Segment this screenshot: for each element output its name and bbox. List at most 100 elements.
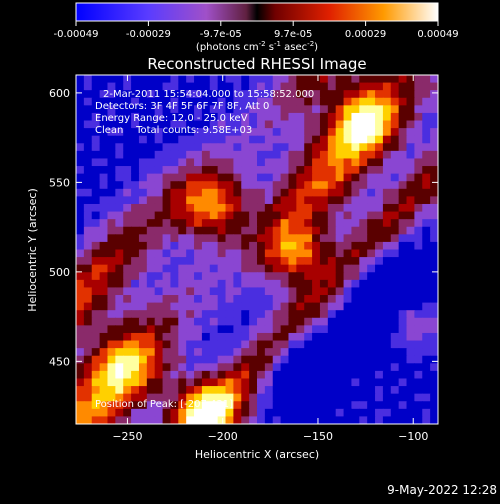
heatmap-cell: [194, 135, 203, 144]
heatmap-cell: [406, 203, 415, 213]
heatmap-cell: [343, 370, 353, 380]
heatmap-cell: [335, 234, 345, 243]
heatmap-cell: [209, 90, 219, 99]
heatmap-cell: [138, 219, 148, 228]
heatmap-cell: [359, 105, 368, 114]
heatmap-cell: [390, 370, 400, 380]
heatmap-cell: [288, 393, 297, 402]
heatmap-cell: [343, 408, 353, 418]
heatmap-cell: [422, 264, 431, 273]
heatmap-cell: [138, 332, 148, 342]
heatmap-cell: [162, 272, 172, 281]
heatmap-cell: [186, 75, 195, 84]
heatmap-cell: [233, 408, 242, 418]
heatmap-cell: [233, 105, 242, 114]
heatmap-cell: [422, 408, 431, 418]
heatmap-cell: [201, 188, 211, 197]
heatmap-cell: [264, 219, 274, 228]
colorbar-tick-label: -0.00029: [126, 29, 171, 40]
heatmap-cell: [398, 241, 408, 251]
heatmap-cell: [367, 295, 376, 304]
heatmap-cell: [390, 355, 400, 364]
heatmap-cell: [233, 82, 242, 91]
heatmap-cell: [194, 348, 203, 357]
heatmap-cell: [382, 241, 392, 251]
heatmap-cell: [170, 105, 179, 114]
heatmap-cell: [280, 143, 290, 152]
heatmap-cell: [154, 264, 164, 273]
heatmap-cell: [178, 287, 187, 296]
heatmap-cell: [76, 416, 85, 424]
heatmap-cell: [257, 135, 266, 144]
heatmap-cell: [76, 241, 85, 251]
heatmap-cell: [304, 264, 313, 273]
heatmap-cell: [351, 75, 360, 84]
heatmap-cell: [304, 196, 313, 205]
heatmap-cell: [343, 181, 353, 190]
heatmap-cell: [296, 363, 305, 372]
heatmap-cell: [280, 401, 290, 410]
heatmap-cell: [422, 363, 431, 372]
heatmap-cell: [422, 401, 431, 410]
heatmap-cell: [367, 310, 376, 319]
heatmap-cell: [327, 82, 337, 91]
heatmap-cell: [382, 393, 392, 402]
heatmap-cell: [343, 295, 353, 304]
heatmap-cell: [162, 355, 172, 364]
heatmap-cell: [241, 393, 250, 402]
heatmap-cell: [233, 264, 242, 273]
heatmap-cell: [264, 378, 274, 387]
heatmap-cell: [382, 279, 392, 289]
heatmap-cell: [209, 378, 219, 387]
heatmap-cell: [107, 90, 116, 99]
heatmap-cell: [382, 249, 392, 258]
heatmap-cell: [241, 378, 250, 387]
heatmap-cell: [304, 203, 313, 213]
heatmap-cell: [304, 166, 313, 175]
heatmap-cell: [272, 226, 282, 235]
heatmap-cell: [107, 272, 116, 281]
heatmap-cell: [398, 173, 408, 182]
heatmap-cell: [422, 241, 431, 251]
heatmap-cell: [351, 393, 360, 402]
heatmap-image: [76, 75, 438, 424]
heatmap-cell: [170, 393, 179, 402]
heatmap-cell: [280, 181, 290, 190]
heatmap-cell: [91, 105, 101, 114]
heatmap-cell: [115, 234, 124, 243]
heatmap-cell: [343, 249, 353, 258]
heatmap-cell: [154, 386, 164, 395]
heatmap-cell: [304, 188, 313, 197]
heatmap-cell: [146, 332, 156, 342]
heatmap-cell: [138, 82, 148, 91]
heatmap-cell: [115, 340, 124, 349]
heatmap-cell: [343, 188, 353, 197]
heatmap-cell: [367, 348, 376, 357]
heatmap-cell: [162, 97, 172, 106]
heatmap-cell: [327, 226, 337, 235]
heatmap-cell: [382, 226, 392, 235]
heatmap-cell: [406, 363, 415, 372]
heatmap-cell: [131, 120, 140, 129]
heatmap-cell: [398, 279, 408, 289]
heatmap-cell: [241, 219, 250, 228]
heatmap-cell: [162, 211, 172, 220]
y-axis-label: Heliocentric Y (arcsec): [26, 188, 39, 312]
heatmap-cell: [99, 181, 109, 190]
heatmap-cell: [76, 310, 85, 319]
heatmap-cell: [162, 378, 172, 387]
heatmap-cell: [91, 393, 101, 402]
heatmap-cell: [162, 135, 172, 144]
heatmap-cell: [225, 75, 234, 84]
heatmap-cell: [288, 264, 297, 273]
heatmap-cell: [272, 112, 282, 122]
heatmap-cell: [264, 363, 274, 372]
heatmap-cell: [359, 295, 368, 304]
heatmap-cell: [414, 135, 423, 144]
heatmap-cell: [249, 219, 258, 228]
heatmap-cell: [217, 348, 227, 357]
heatmap-cell: [414, 241, 423, 251]
heatmap-cell: [225, 112, 234, 122]
heatmap-cell: [241, 196, 250, 205]
heatmap-cell: [406, 287, 415, 296]
